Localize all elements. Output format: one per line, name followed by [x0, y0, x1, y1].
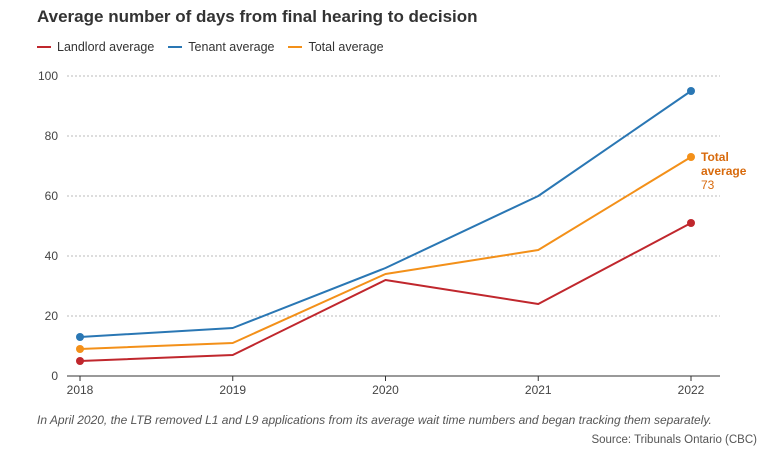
x-axis-ticks: 2018 2019 2020 2021 2022 [67, 376, 705, 397]
chart-title: Average number of days from final hearin… [37, 7, 478, 26]
y-tick-label-80: 80 [45, 129, 59, 143]
y-tick-label-20: 20 [45, 309, 59, 323]
legend-item-landlord: Landlord average [37, 40, 154, 54]
x-tick-label-2021: 2021 [525, 383, 552, 397]
legend-label-total: Total average [308, 40, 384, 54]
legend-swatch-tenant [168, 46, 183, 48]
series-lines [79, 90, 692, 362]
y-tick-label-60: 60 [45, 189, 59, 203]
annotation-line1: Total [701, 150, 729, 164]
series-line-landlord-average [79, 222, 692, 362]
legend-item-tenant: Tenant average [168, 40, 274, 54]
x-tick-label-2022: 2022 [678, 383, 705, 397]
x-tick-label-2020: 2020 [372, 383, 399, 397]
point-tenant-average-end [687, 87, 695, 95]
x-tick-label-2019: 2019 [219, 383, 246, 397]
point-total-average-end [687, 153, 695, 161]
legend: Landlord average Tenant average Total av… [37, 40, 384, 54]
point-total-average-start [76, 345, 84, 353]
series-line-tenant-average [79, 90, 692, 338]
footnote: In April 2020, the LTB removed L1 and L9… [37, 413, 712, 427]
point-tenant-average-start [76, 333, 84, 341]
y-tick-label-0: 0 [51, 369, 58, 383]
legend-swatch-landlord [37, 46, 51, 48]
source-credit: Source: Tribunals Ontario (CBC) [591, 434, 757, 446]
legend-label-landlord: Landlord average [57, 40, 155, 54]
annotation-value: 73 [701, 178, 715, 192]
gridlines [67, 75, 720, 377]
series-endpoints [76, 87, 695, 365]
series-line-total-average [79, 156, 692, 350]
x-tick-label-2018: 2018 [67, 383, 94, 397]
y-tick-label-40: 40 [45, 249, 59, 263]
y-axis-ticks: 0 20 40 60 80 100 [38, 69, 58, 383]
legend-label-tenant: Tenant average [188, 40, 275, 54]
total-average-annotation: Total average 73 [701, 150, 747, 192]
legend-swatch-total [288, 46, 303, 48]
point-landlord-average-start [76, 357, 84, 365]
annotation-line2: average [701, 164, 747, 178]
y-tick-label-100: 100 [38, 69, 58, 83]
point-landlord-average-end [687, 219, 695, 227]
legend-item-total: Total average [288, 40, 384, 54]
